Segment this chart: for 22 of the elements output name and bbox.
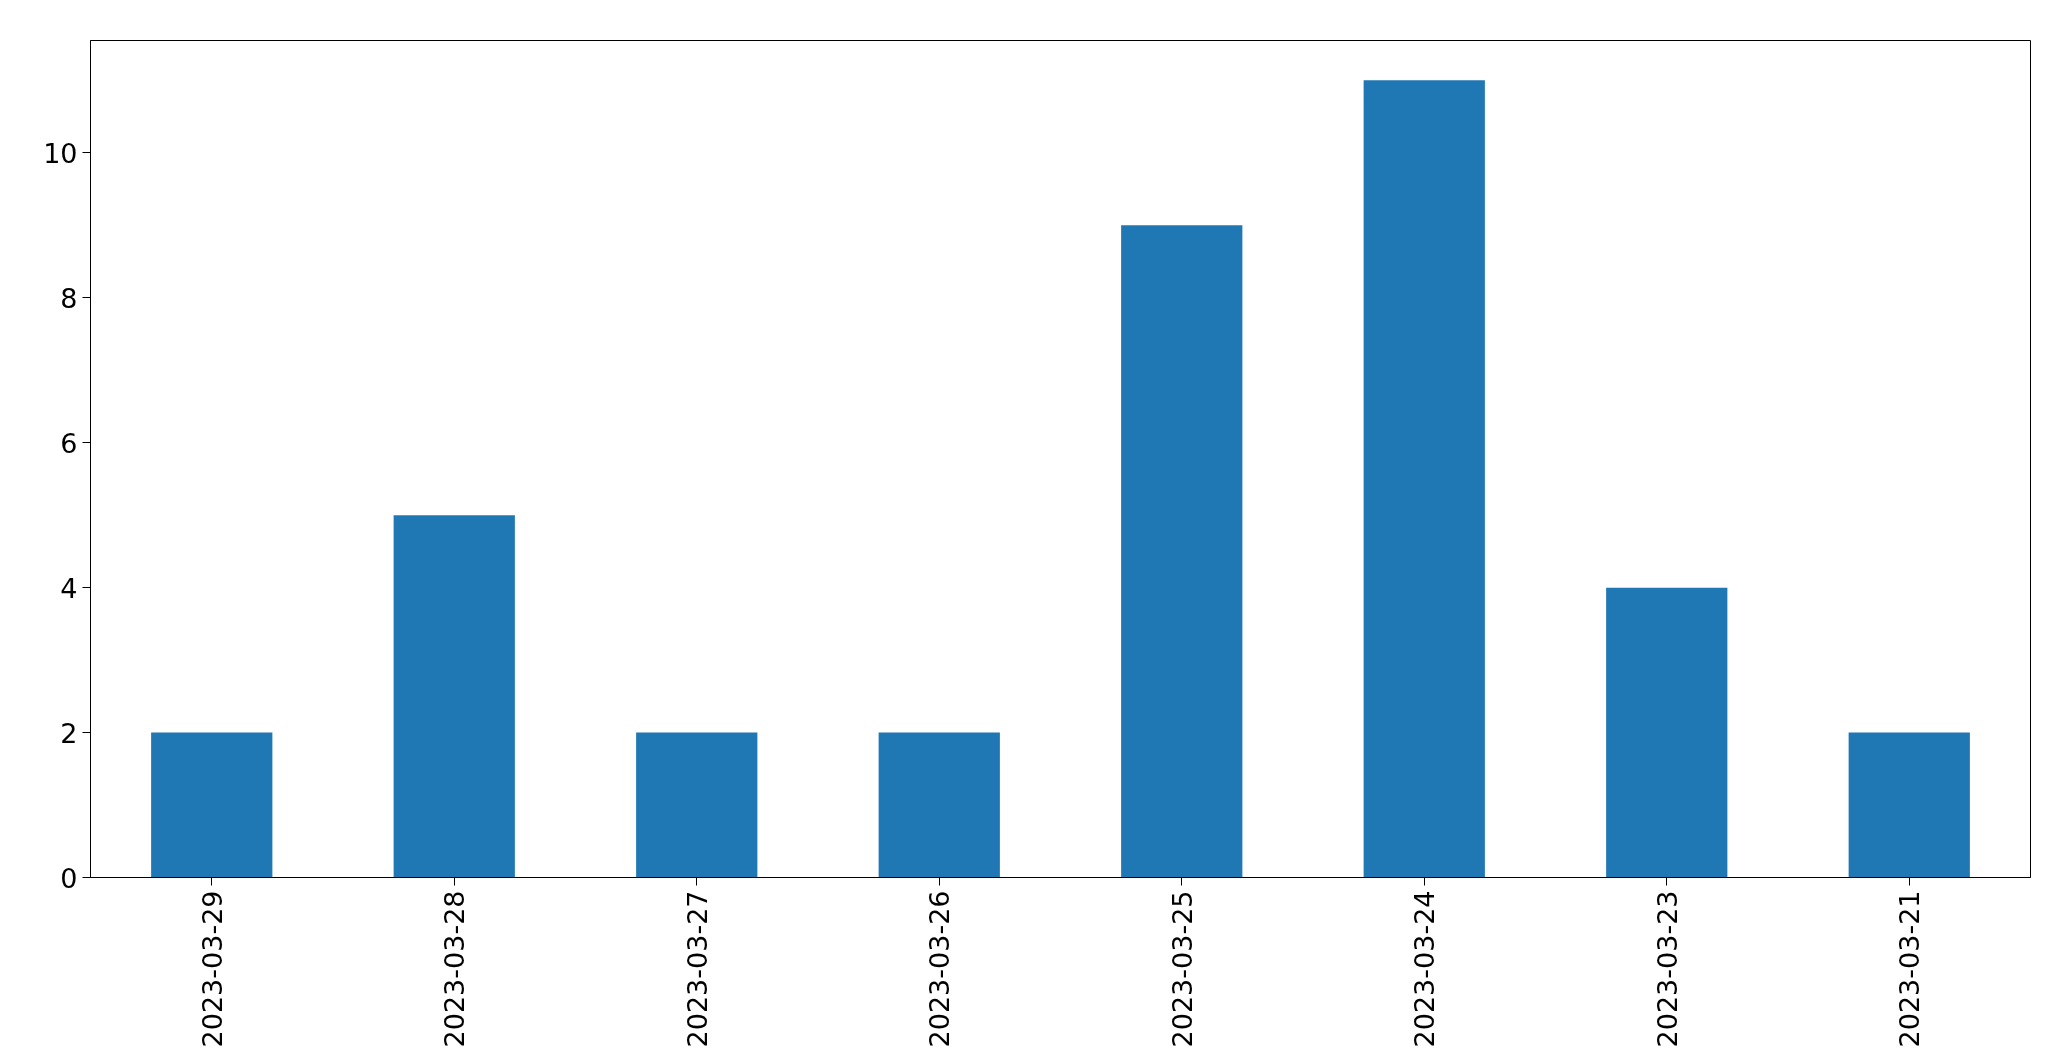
x-tick-label: 2023-03-24	[1409, 890, 1441, 1048]
bar	[636, 732, 758, 878]
x-tick-label: 2023-03-26	[924, 890, 956, 1048]
x-tick-label: 2023-03-25	[1166, 890, 1198, 1048]
bar	[878, 732, 1000, 878]
x-tick-label: 2023-03-28	[439, 890, 471, 1048]
bar	[151, 732, 273, 878]
bar	[1848, 732, 1970, 878]
bar	[1121, 225, 1243, 878]
x-tick-label: 2023-03-23	[1651, 890, 1683, 1048]
bar	[1606, 587, 1728, 878]
y-tick-label: 8	[60, 282, 78, 314]
y-tick-label: 4	[60, 572, 78, 604]
bar	[1363, 80, 1485, 878]
y-tick-label: 6	[60, 427, 78, 459]
x-tick-label: 2023-03-27	[681, 890, 713, 1048]
y-tick-label: 0	[60, 862, 78, 894]
x-tick-label: 2023-03-21	[1894, 890, 1926, 1048]
y-tick-label: 2	[60, 717, 78, 749]
y-tick-label: 10	[43, 137, 78, 169]
bar	[393, 515, 515, 878]
x-tick-label: 2023-03-29	[196, 890, 228, 1048]
